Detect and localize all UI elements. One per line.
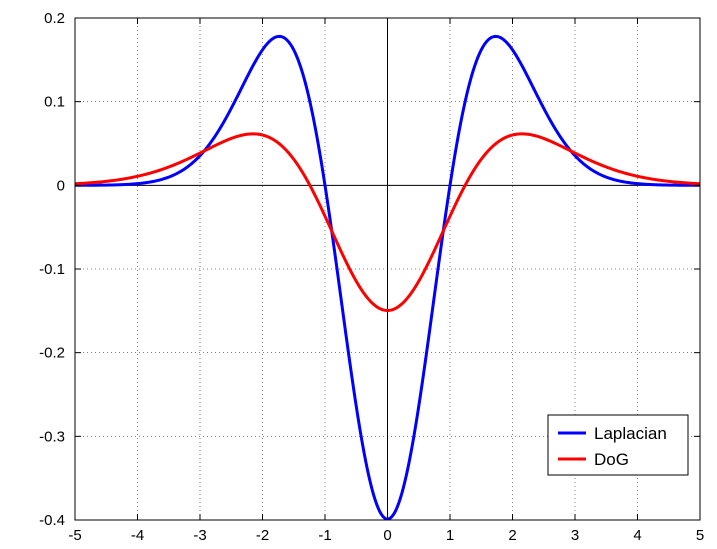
chart-container: -5 -4 -3 -2 -1 0 1 2 3 4 5 -0.4 -0.3 -0.2 -0.1 0 0.1 0.2 L… [0, 0, 717, 549]
xtick-label: -5 [68, 527, 81, 544]
xtick-label: -1 [318, 527, 331, 544]
ytick-label: 0 [57, 177, 65, 194]
xtick-label: 2 [508, 527, 516, 544]
ytick-label: -0.3 [39, 428, 65, 445]
legend-label: Laplacian [594, 424, 667, 443]
xtick-label: -3 [193, 527, 206, 544]
xtick-label: -4 [131, 527, 144, 544]
xtick-label: 4 [633, 527, 641, 544]
legend-label: DoG [594, 450, 629, 469]
ytick-label: -0.1 [39, 261, 65, 278]
xtick-label: 5 [696, 527, 704, 544]
ytick-label: 0.2 [44, 10, 65, 27]
xtick-label: -2 [256, 527, 269, 544]
xtick-label: 3 [571, 527, 579, 544]
ytick-label: -0.2 [39, 345, 65, 362]
xtick-label: 0 [383, 527, 391, 544]
chart-svg: -5 -4 -3 -2 -1 0 1 2 3 4 5 -0.4 -0.3 -0.2 -0.1 0 0.1 0.2 L… [0, 0, 717, 549]
ytick-label: -0.4 [39, 512, 65, 529]
xtick-label: 1 [446, 527, 454, 544]
ytick-label: 0.1 [44, 94, 65, 111]
